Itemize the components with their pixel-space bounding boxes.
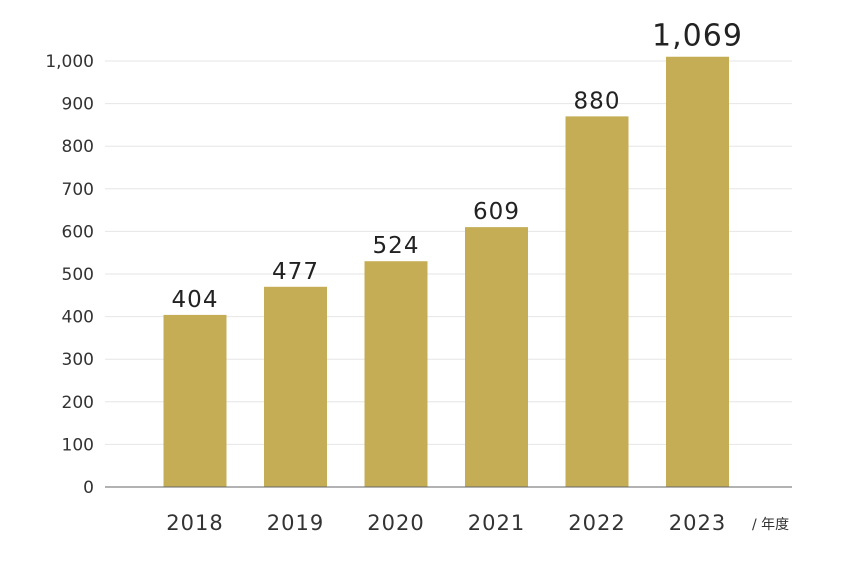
data-label: 477	[272, 259, 319, 285]
data-labels: 404 477 524 609 880 1,069	[172, 19, 743, 313]
y-tick-label: 900	[62, 95, 94, 115]
y-tick-label: 300	[62, 350, 94, 370]
y-axis-ticks: 0 100 200 300 400 500 600 700 800 900 1,000	[45, 52, 94, 498]
y-tick-label: 100	[62, 435, 94, 455]
y-tick-label: 600	[62, 222, 94, 242]
bar	[666, 56, 729, 488]
data-label: 880	[574, 88, 621, 114]
y-tick-label: 200	[62, 393, 94, 413]
x-tick-label: 2022	[568, 511, 625, 535]
data-label: 1,069	[652, 19, 743, 54]
bar	[465, 227, 528, 487]
bar	[163, 314, 227, 487]
x-tick-label: 2019	[267, 511, 324, 535]
y-tick-label: 700	[62, 180, 94, 200]
y-tick-label: 800	[62, 137, 94, 157]
bar	[565, 116, 629, 487]
x-tick-label: 2020	[367, 511, 424, 535]
y-tick-label: 0	[83, 478, 94, 498]
data-label: 609	[473, 199, 520, 225]
x-axis-unit-label: / 年度	[752, 517, 789, 533]
data-label: 404	[172, 287, 219, 313]
x-tick-label: 2018	[166, 511, 223, 535]
y-tick-label: 1,000	[45, 52, 94, 72]
bar	[264, 286, 327, 487]
y-tick-label: 400	[62, 308, 94, 328]
x-axis-ticks: 2018 2019 2020 2021 2022 2023	[166, 511, 726, 535]
x-tick-label: 2023	[669, 511, 726, 535]
bars	[163, 56, 729, 488]
data-label: 524	[373, 233, 420, 259]
bar	[364, 261, 428, 487]
y-tick-label: 500	[62, 265, 94, 285]
x-tick-label: 2021	[468, 511, 525, 535]
